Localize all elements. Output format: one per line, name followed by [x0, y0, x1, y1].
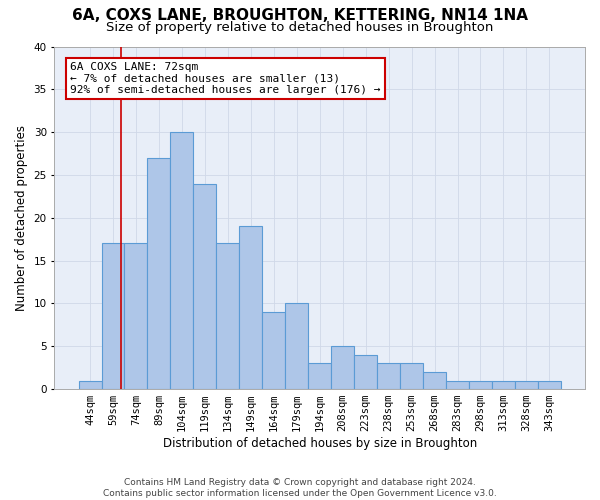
- Y-axis label: Number of detached properties: Number of detached properties: [15, 125, 28, 311]
- Bar: [354, 355, 377, 389]
- Bar: [331, 346, 354, 389]
- Bar: [377, 364, 400, 389]
- Bar: [239, 226, 262, 389]
- Bar: [148, 158, 170, 389]
- Bar: [170, 132, 193, 389]
- Bar: [515, 380, 538, 389]
- Bar: [492, 380, 515, 389]
- Bar: [193, 184, 217, 389]
- Text: 6A COXS LANE: 72sqm
← 7% of detached houses are smaller (13)
92% of semi-detache: 6A COXS LANE: 72sqm ← 7% of detached hou…: [70, 62, 381, 95]
- Bar: [400, 364, 423, 389]
- Bar: [101, 244, 124, 389]
- Text: 6A, COXS LANE, BROUGHTON, KETTERING, NN14 1NA: 6A, COXS LANE, BROUGHTON, KETTERING, NN1…: [72, 8, 528, 22]
- Bar: [124, 244, 148, 389]
- Text: Size of property relative to detached houses in Broughton: Size of property relative to detached ho…: [106, 21, 494, 34]
- Bar: [285, 304, 308, 389]
- Bar: [308, 364, 331, 389]
- Bar: [423, 372, 446, 389]
- X-axis label: Distribution of detached houses by size in Broughton: Distribution of detached houses by size …: [163, 437, 477, 450]
- Bar: [217, 244, 239, 389]
- Bar: [538, 380, 561, 389]
- Bar: [79, 380, 101, 389]
- Text: Contains HM Land Registry data © Crown copyright and database right 2024.
Contai: Contains HM Land Registry data © Crown c…: [103, 478, 497, 498]
- Bar: [469, 380, 492, 389]
- Bar: [446, 380, 469, 389]
- Bar: [262, 312, 285, 389]
